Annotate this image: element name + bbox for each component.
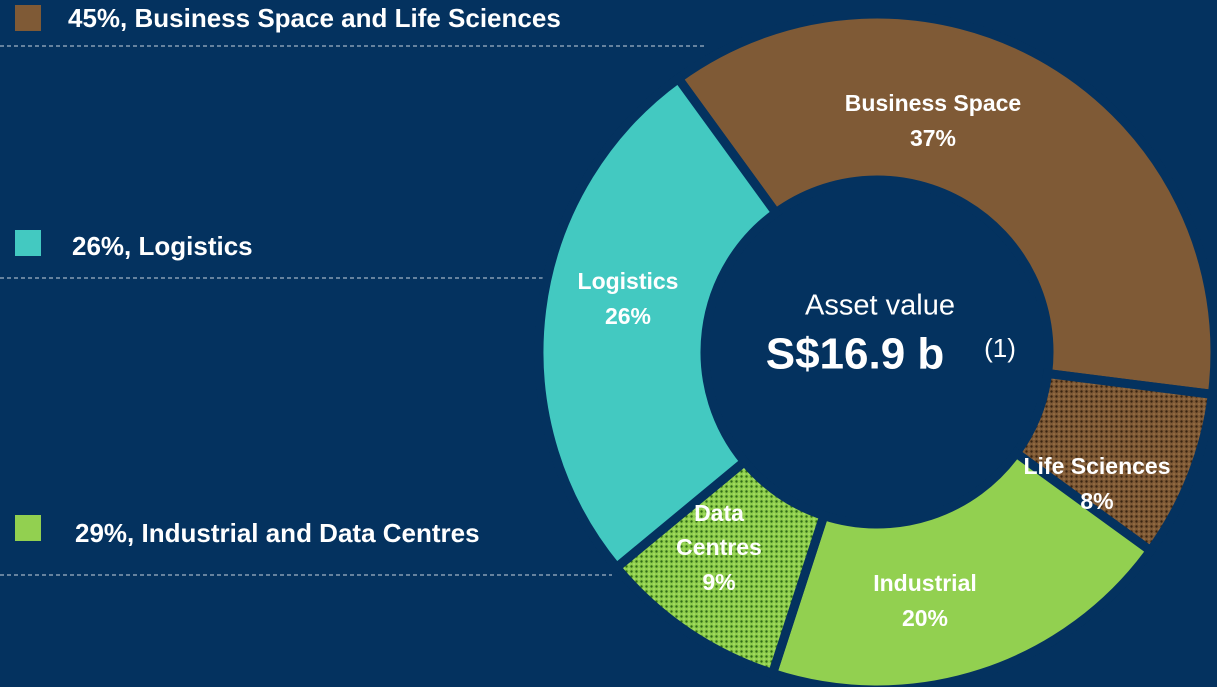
segment-label: Life Sciences: [1023, 453, 1170, 479]
segment-label: Data Centres: [676, 500, 762, 560]
segment-label: Industrial: [873, 570, 977, 596]
segment-value: 26%: [605, 303, 651, 329]
legend-label: 26%, Logistics: [72, 231, 253, 261]
legend-swatch: [15, 230, 41, 256]
segment-value: 20%: [902, 605, 948, 631]
segment-label-line: Data: [694, 500, 744, 526]
center-note: (1): [984, 333, 1016, 363]
legend-swatch: [15, 5, 41, 31]
donut-segment: [766, 446, 1157, 687]
segment-value: 9%: [702, 569, 735, 595]
donut-segment: [534, 72, 783, 574]
legend-swatch: [15, 515, 41, 541]
segment-label-line: Centres: [676, 534, 762, 560]
segment-value: 8%: [1080, 488, 1113, 514]
legend-label: 45%, Business Space and Life Sciences: [68, 3, 561, 33]
segment-value: 37%: [910, 125, 956, 151]
center-value: S$16.9 b: [766, 330, 945, 379]
segment-label: Logistics: [578, 268, 679, 294]
legend-label: 29%, Industrial and Data Centres: [75, 518, 480, 548]
center-title: Asset value: [805, 290, 955, 322]
donut-segment: [672, 9, 1217, 400]
segment-label: Business Space: [845, 90, 1021, 116]
